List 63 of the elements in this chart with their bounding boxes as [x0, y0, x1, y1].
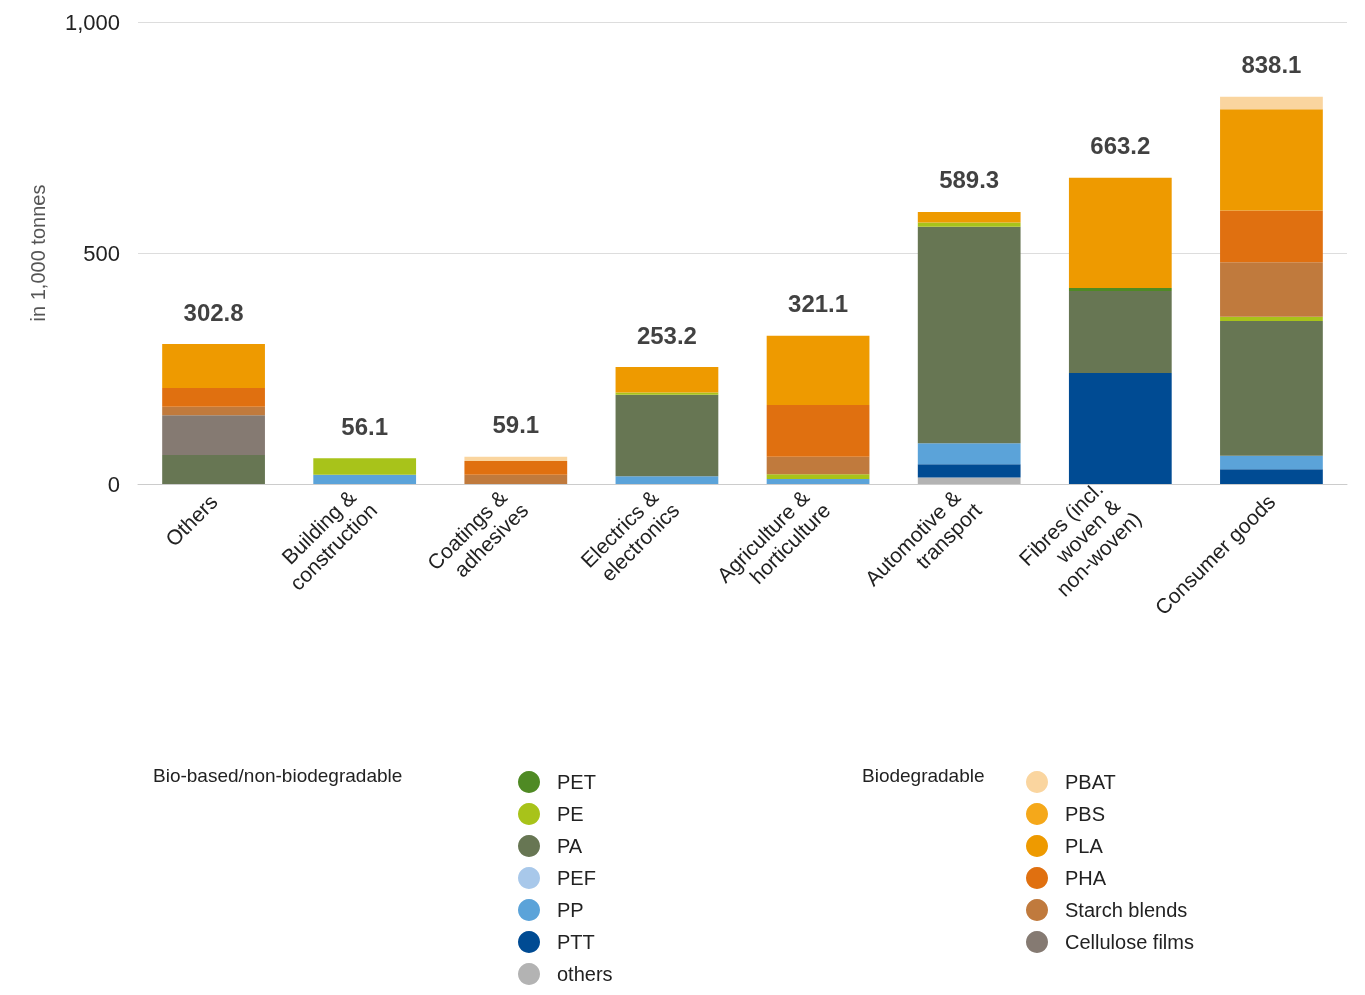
bar	[1220, 262, 1323, 317]
bar	[1220, 455, 1323, 470]
legend-label: PEF	[557, 867, 596, 889]
y-tick-label: 1,000	[64, 9, 120, 35]
bar	[162, 454, 265, 484]
bar	[615, 367, 719, 393]
total-label: 321.1	[788, 290, 849, 318]
bar	[917, 477, 1021, 484]
total-label: 589.3	[939, 166, 1000, 194]
bar	[1068, 290, 1172, 374]
bar	[313, 474, 417, 484]
bar	[917, 226, 1021, 444]
bar	[464, 456, 568, 461]
bar	[917, 222, 1021, 227]
bar	[917, 443, 1021, 465]
bar	[162, 406, 265, 416]
y-tick-label: 500	[83, 240, 120, 266]
bar	[1068, 288, 1172, 291]
total-label: 302.8	[183, 298, 244, 326]
legend-label: PP	[557, 899, 584, 921]
bar	[766, 405, 870, 457]
legend-label: PE	[557, 803, 584, 825]
bar	[464, 474, 568, 484]
y-axis-title: in 1,000 tonnes	[27, 184, 49, 322]
bar	[615, 476, 719, 484]
bar	[1220, 469, 1323, 484]
legend-label: PA	[557, 835, 583, 857]
legend-label: PTT	[557, 931, 595, 953]
bar	[313, 458, 417, 475]
total-label: 253.2	[636, 321, 697, 349]
bar	[162, 415, 265, 455]
bar	[1068, 373, 1172, 484]
legend-label: PBAT	[1065, 771, 1116, 793]
total-label: 663.2	[1090, 132, 1151, 160]
bar	[162, 344, 265, 388]
bar	[766, 478, 870, 484]
legend-label: others	[557, 963, 613, 985]
total-label: 56.1	[341, 412, 389, 440]
bar	[1220, 210, 1323, 263]
bar	[766, 474, 870, 479]
legend-label: PHA	[1065, 867, 1107, 889]
bar	[1220, 109, 1323, 211]
y-tick-label: 0	[107, 471, 120, 497]
bar	[1220, 316, 1323, 321]
bar	[766, 335, 870, 405]
bar	[1220, 320, 1323, 456]
bar	[917, 464, 1021, 478]
legend-label: Starch blends	[1065, 899, 1188, 921]
bar	[1068, 177, 1172, 289]
bar	[917, 211, 1021, 223]
legend-label: Cellulose films	[1065, 931, 1194, 953]
bar	[464, 460, 568, 475]
bar	[766, 456, 870, 475]
legend-label: PLA	[1065, 835, 1104, 857]
legend-label: PET	[557, 771, 596, 793]
bar	[615, 394, 719, 477]
bar	[1220, 96, 1323, 110]
total-label: 838.1	[1241, 51, 1302, 79]
legend-label: PBS	[1065, 803, 1106, 825]
bar	[162, 387, 265, 407]
total-label: 59.1	[492, 411, 540, 439]
text: Biodegradable	[862, 765, 985, 786]
text: Bio-based/non-biodegradable	[153, 765, 403, 786]
